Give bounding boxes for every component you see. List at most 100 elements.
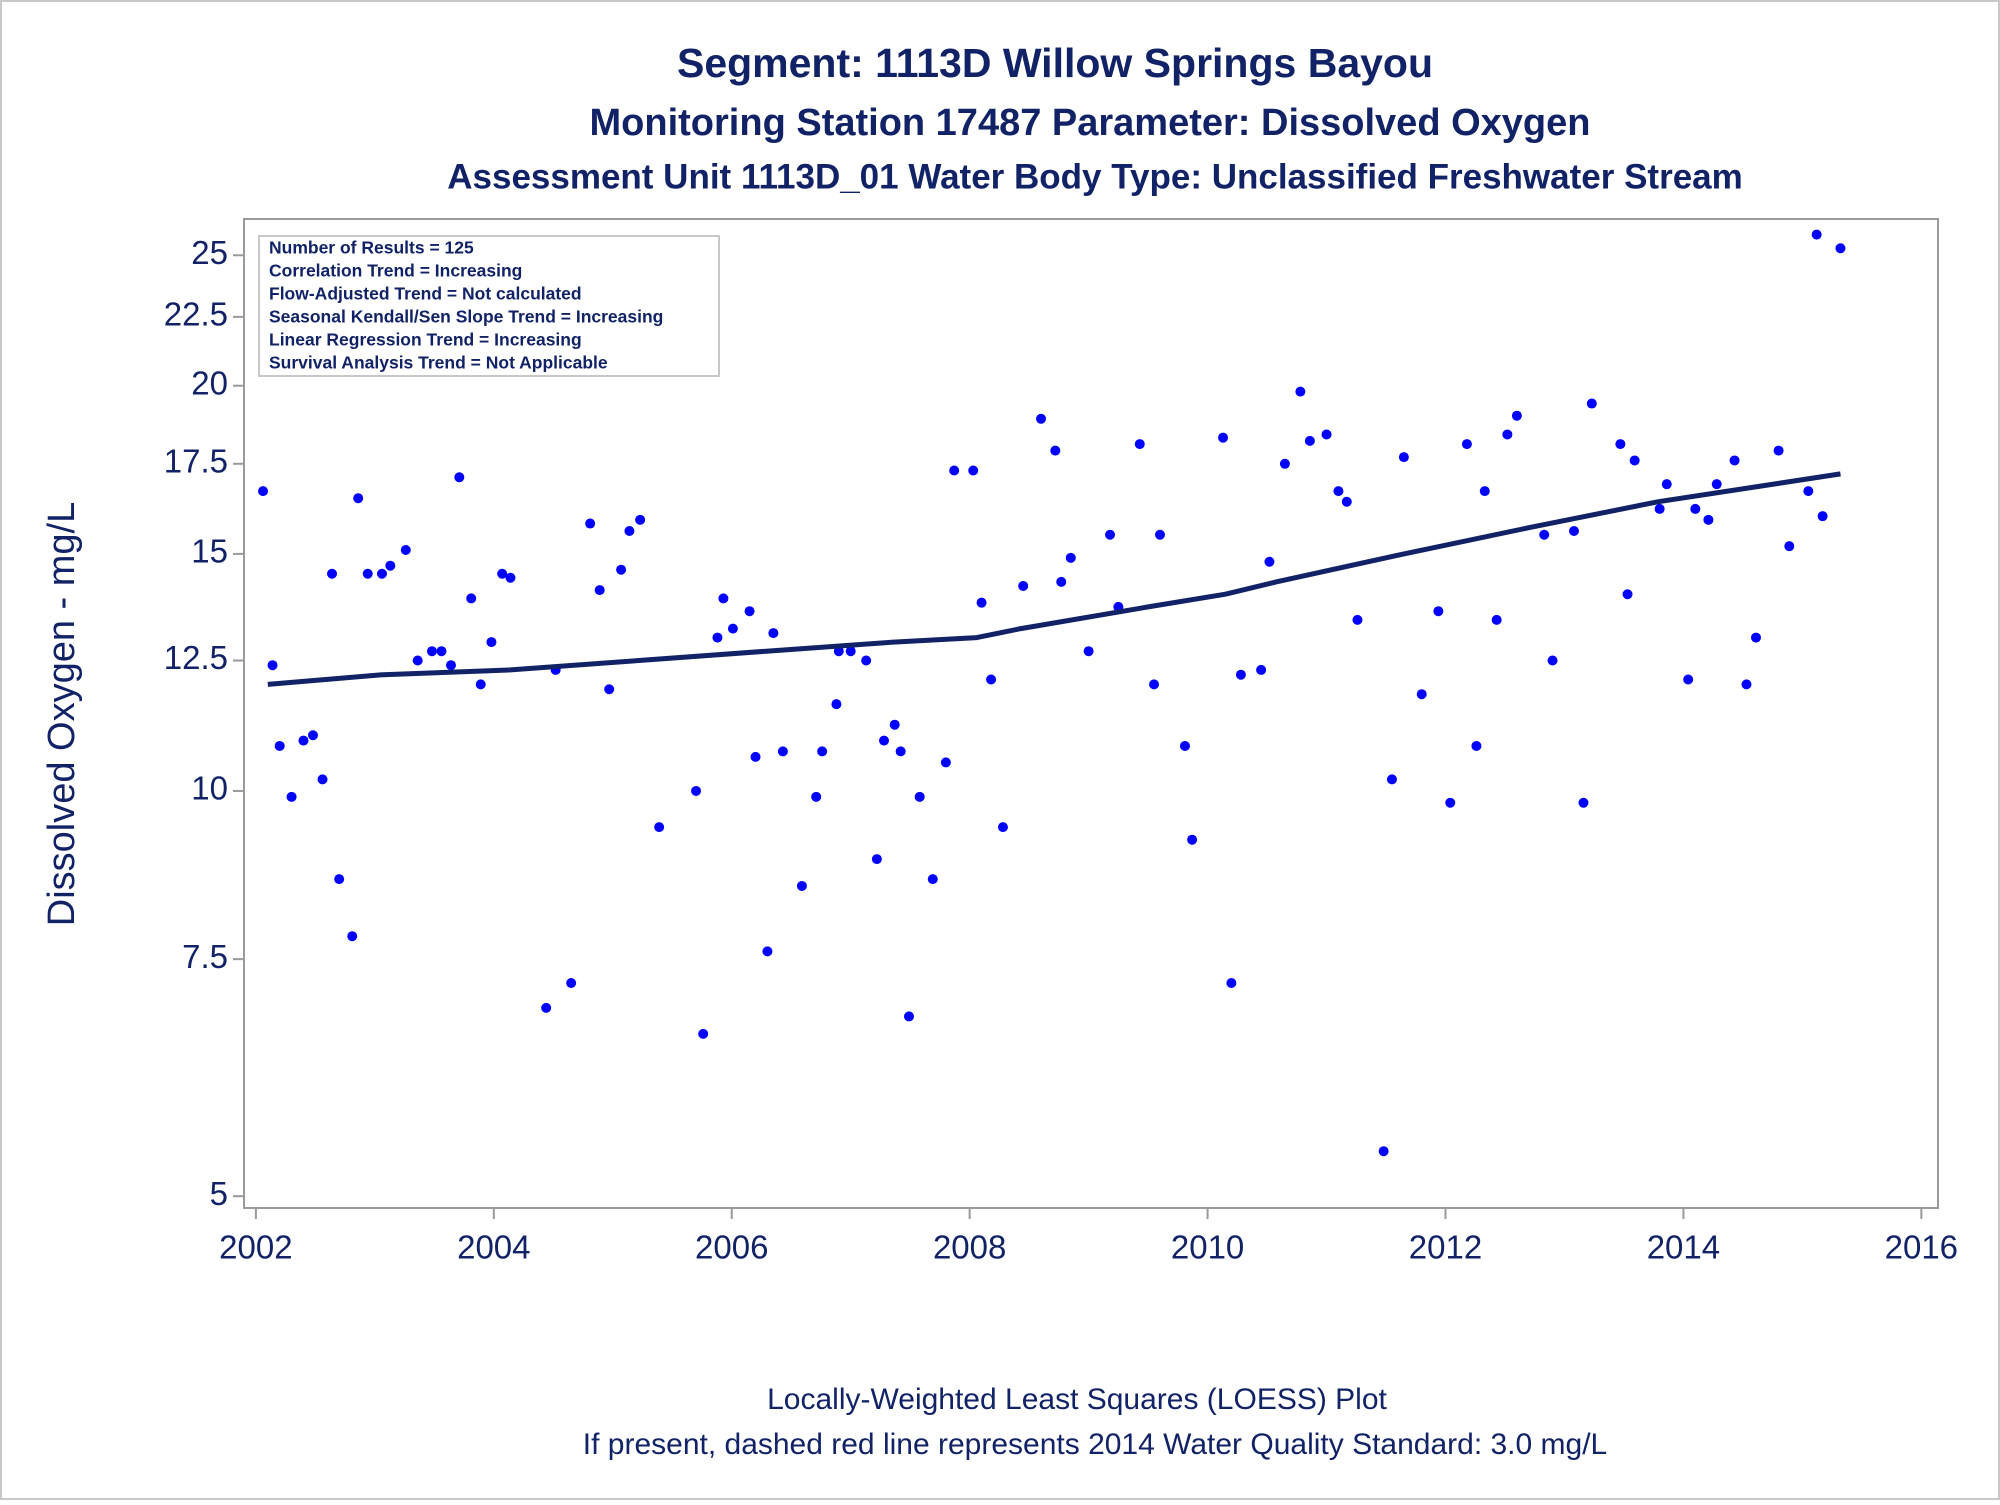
data-point	[475, 679, 486, 690]
data-point	[831, 699, 842, 710]
data-point	[744, 606, 755, 617]
data-point	[1502, 429, 1513, 440]
x-tick-label: 2008	[933, 1229, 1006, 1266]
data-point	[1187, 834, 1198, 845]
data-point	[1817, 511, 1828, 522]
data-point	[718, 593, 729, 604]
data-point	[879, 735, 890, 746]
data-point	[777, 746, 788, 757]
data-point	[796, 880, 807, 891]
data-point	[1479, 486, 1490, 497]
data-point	[466, 593, 477, 604]
data-point	[353, 493, 364, 504]
data-point	[1615, 439, 1626, 450]
data-point	[624, 525, 635, 536]
data-point	[286, 791, 297, 802]
data-point	[541, 1002, 552, 1013]
data-point	[1050, 445, 1061, 456]
data-point	[258, 486, 269, 497]
data-point	[1235, 669, 1246, 680]
loess-line	[267, 471, 1841, 687]
y-tick-label: 7.5	[182, 938, 228, 975]
footnote: If present, dashed red line represents 2…	[583, 1428, 1607, 1461]
data-point	[274, 740, 285, 751]
data-point	[1065, 552, 1076, 563]
stats-line: Correlation Trend = Increasing	[269, 261, 522, 281]
data-point	[968, 465, 979, 476]
data-point	[1416, 689, 1427, 700]
data-point	[1321, 429, 1332, 440]
data-point	[1750, 632, 1761, 643]
y-tick-label: 20	[191, 364, 228, 401]
data-point	[861, 655, 872, 666]
data-point	[1398, 452, 1409, 463]
x-tick-label: 2002	[219, 1229, 292, 1266]
y-tick-label: 5	[210, 1175, 228, 1212]
data-point	[566, 978, 577, 989]
data-point	[1683, 674, 1694, 685]
data-point	[436, 646, 447, 657]
data-point	[327, 568, 338, 579]
data-point	[1333, 486, 1344, 497]
data-point	[1264, 556, 1275, 567]
y-tick-label: 22.5	[164, 296, 228, 333]
footnote: Locally-Weighted Least Squares (LOESS) P…	[767, 1383, 1387, 1416]
data-point	[1445, 797, 1456, 808]
data-point	[811, 791, 822, 802]
data-point	[1036, 413, 1047, 424]
data-point	[1471, 740, 1482, 751]
data-point	[497, 568, 508, 579]
data-point	[976, 597, 987, 608]
data-point	[1256, 664, 1267, 675]
data-point	[949, 465, 960, 476]
y-tick-label: 15	[191, 533, 228, 570]
data-point	[400, 545, 411, 556]
data-point	[698, 1028, 709, 1039]
data-point	[1811, 229, 1822, 240]
data-point	[298, 735, 309, 746]
data-point	[1586, 398, 1597, 409]
data-point	[1803, 486, 1814, 497]
stats-box	[258, 235, 720, 377]
chart-title: Segment: 1113D Willow Springs Bayou	[677, 40, 1433, 86]
y-tick-label: 12.5	[164, 639, 228, 676]
data-point	[691, 785, 702, 796]
data-point	[426, 646, 437, 657]
data-point	[1352, 614, 1363, 625]
data-point	[594, 585, 605, 596]
data-point	[940, 757, 951, 768]
data-point	[1511, 410, 1522, 421]
data-point	[334, 874, 345, 885]
y-tick-label: 17.5	[164, 443, 228, 480]
data-point	[712, 632, 723, 643]
x-tick-label: 2016	[1885, 1229, 1958, 1266]
x-tick-label: 2010	[1171, 1229, 1244, 1266]
data-point	[1654, 503, 1665, 514]
y-tick-label: 10	[191, 770, 228, 807]
data-point	[1218, 432, 1229, 443]
data-point	[1105, 529, 1116, 540]
chart-subtitle: Assessment Unit 1113D_01 Water Body Type…	[447, 157, 1743, 196]
data-point	[604, 684, 615, 695]
data-point	[1433, 606, 1444, 617]
data-point	[267, 660, 278, 671]
stats-line: Linear Regression Trend = Increasing	[269, 330, 582, 350]
data-point	[1378, 1146, 1389, 1157]
data-point	[1083, 646, 1094, 657]
stats-line: Flow-Adjusted Trend = Not calculated	[269, 284, 582, 304]
data-point	[1056, 576, 1067, 587]
data-point	[1629, 455, 1640, 466]
data-point	[1729, 455, 1740, 466]
x-tick-label: 2006	[695, 1229, 768, 1266]
data-point	[1773, 445, 1784, 456]
data-point	[1461, 439, 1472, 450]
data-point	[1304, 435, 1315, 446]
data-point	[762, 946, 773, 957]
stats-line: Survival Analysis Trend = Not Applicable	[269, 353, 608, 373]
data-point	[1741, 679, 1752, 690]
stats-line: Number of Results = 125	[269, 238, 474, 258]
data-point	[727, 623, 738, 634]
data-point	[1491, 614, 1502, 625]
data-point	[903, 1011, 914, 1022]
